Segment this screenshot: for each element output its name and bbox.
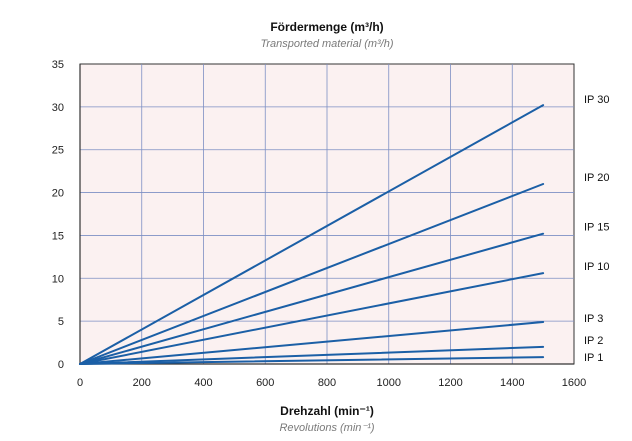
series-line-ip-10 (79, 272, 545, 365)
x-tick-label: 400 (194, 377, 212, 389)
x-tick-label: 0 (77, 377, 83, 389)
series-line-ip-30 (79, 104, 545, 365)
series-line-ip-2 (79, 345, 545, 365)
axes (79, 64, 574, 365)
series-label-ip-30: IP 30 (584, 94, 610, 106)
chart-title: Fördermenge (m³/h) (270, 20, 383, 34)
y-tick-label: 10 (52, 273, 64, 285)
series-line-ip-1 (79, 356, 545, 365)
series-label-ip-10: IP 10 (584, 261, 610, 273)
y-axis-ticks: 0 5 10 15 20 25 30 35 (52, 59, 64, 371)
x-tick-label: 1200 (438, 377, 462, 389)
x-tick-label: 1600 (562, 377, 586, 389)
series-line-ip-15 (79, 232, 545, 365)
chart-subtitle: Transported material (m³/h) (260, 38, 393, 50)
series-label-ip-20: IP 20 (584, 172, 610, 184)
x-tick-label: 600 (256, 377, 274, 389)
x-axis-label: Drehzahl (min⁻¹) (280, 404, 374, 418)
x-tick-label: 200 (133, 377, 151, 389)
y-tick-label: 20 (52, 188, 64, 200)
y-tick-label: 25 (52, 145, 64, 157)
y-tick-label: 35 (52, 59, 64, 71)
series-labels: IP 30 IP 20 IP 15 IP 10 IP 3 IP 2 IP 1 (584, 94, 610, 364)
x-tick-label: 1400 (500, 377, 524, 389)
x-tick-label: 800 (318, 377, 336, 389)
series-line-ip-3 (79, 321, 545, 365)
series-line-ip-20 (79, 183, 545, 365)
y-tick-label: 0 (58, 359, 64, 371)
series-label-ip-2: IP 2 (584, 335, 603, 347)
grid (80, 64, 574, 364)
y-tick-label: 5 (58, 316, 64, 328)
series-label-ip-15: IP 15 (584, 222, 610, 234)
x-axis-sublabel: Revolutions (min⁻¹) (279, 422, 374, 434)
series-lines (79, 104, 545, 365)
y-tick-label: 30 (52, 102, 64, 114)
x-axis-ticks: 0 200 400 600 800 1000 1200 1400 1600 (77, 377, 586, 389)
series-label-ip-1: IP 1 (584, 352, 603, 364)
x-tick-label: 1000 (377, 377, 401, 389)
series-label-ip-3: IP 3 (584, 313, 603, 325)
y-tick-label: 15 (52, 230, 64, 242)
